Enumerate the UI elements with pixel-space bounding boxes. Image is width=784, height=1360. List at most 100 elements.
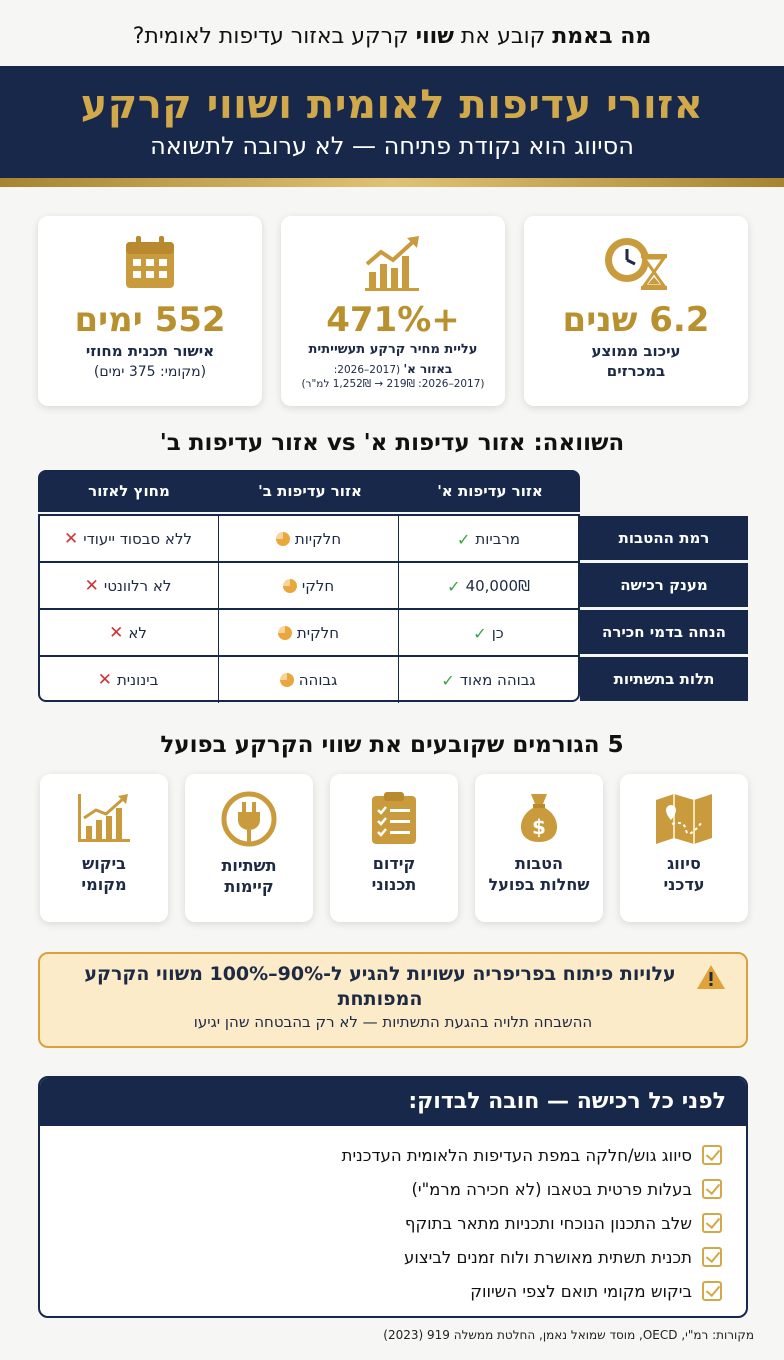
comparison-cell: לא ✕ (38, 610, 218, 656)
x-icon: ✕ (64, 529, 79, 549)
cell-text: מרביות (475, 530, 521, 548)
page-title: אזורי עדיפות לאומית ושווי קרקע (80, 82, 704, 128)
page-subtitle: הסיווג הוא נקודת פתיחה — לא ערובה לתשואה (150, 132, 634, 160)
cell-text: ללא סבסוד ייעודי (83, 530, 193, 548)
comparison-cell: חלקית (218, 610, 398, 656)
comparison-cell: ללא סבסוד ייעודי ✕ (38, 516, 218, 562)
stats-row: 6.2 שנים עיכוב ממוצע במכרזים +471% עליית … (38, 216, 748, 406)
check-icon: ✓ (473, 623, 487, 643)
warning-title: עלויות פיתוח בפריפריה עשויות להגיע ל-90%… (84, 963, 676, 1010)
comparison-cell: מרביות ✓ (398, 516, 578, 562)
factor-label: הטבות שחלות בפועל (488, 854, 590, 894)
checklist-box: לפני כל רכישה — חובה לבדוק: סיווג גוש/חל… (38, 1076, 748, 1318)
checkbox-icon (702, 1213, 722, 1233)
checklist-item: בעלות פרטית בטאבו (לא חכירה מרמ"י) (40, 1172, 722, 1206)
comparison-cell: 40,000₪ ✓ (398, 563, 578, 609)
stat-value: 552 ימים (74, 300, 226, 340)
check-icon: ✓ (456, 529, 471, 549)
map-pin-icon (656, 794, 712, 844)
factor-label: קידום תכנוני (371, 854, 417, 894)
stat-note: באזור א' (2017–2026: (2017–2026: 219₪ → 1… (301, 361, 485, 391)
cell-text: בינונית (116, 671, 159, 689)
check-icon: ✓ (441, 670, 455, 690)
calendar-icon (126, 236, 174, 288)
warning-subtitle: ההשבחה תלויה בהגעת התשתיות — לא רק בהבטח… (193, 1013, 593, 1032)
cell-text: חלקי (301, 577, 335, 595)
money-bag-icon: $ (520, 794, 558, 842)
column-header: אזור עדיפות א' (400, 470, 580, 512)
factors-title: 5 הגורמים שקובעים את שווי הקרקע בפועל (160, 732, 624, 758)
factor-card: קידום תכנוני (330, 774, 458, 922)
partial-circle-icon (277, 626, 292, 640)
hourglass-clock-icon (605, 238, 667, 290)
factor-card: $ הטבות שחלות בפועל (475, 774, 603, 922)
x-icon: ✕ (84, 576, 99, 596)
row-label: תלות בתשתיות (580, 657, 748, 701)
partial-circle-icon (279, 673, 294, 687)
factor-card: תשתיות קיימות (185, 774, 313, 922)
cell-text: חלקית (296, 624, 340, 642)
sources-note: מקורות: רמ"י, OECD, מוסד שמואל נאמן, החל… (383, 1328, 754, 1342)
checkbox-icon (702, 1247, 722, 1267)
factor-label: סיווג עדכני (663, 854, 705, 894)
factor-card: סיווג עדכני (620, 774, 748, 922)
checklist-item: ביקוש מקומי תואם לצפי השיווק (40, 1274, 722, 1308)
power-plug-icon (221, 791, 277, 847)
x-icon: ✕ (97, 670, 112, 690)
checkbox-icon (702, 1281, 722, 1301)
stat-card-price-rise: +471% עליית מחיר קרקע תעשייתית באזור א' … (281, 216, 505, 406)
row-divider (40, 655, 578, 657)
check-icon: ✓ (447, 576, 461, 596)
stat-label: עליית מחיר קרקע תעשייתית (308, 342, 478, 357)
comparison-cell: לא רלוונטי ✕ (38, 563, 218, 609)
stat-card-approval: 552 ימים אישור תכנית מחוזי (מקומי: 375 י… (38, 216, 262, 406)
row-label: רמת ההטבות (580, 516, 748, 560)
factors-row: סיווג עדכני $ הטבות שחלות בפועל קידום תכנונ… (36, 774, 748, 922)
checklist-item: שלב התכנון הנוכחי ותכניות מתאר בתוקף (40, 1206, 722, 1240)
stat-note: (מקומי: 375 ימים) (93, 363, 207, 380)
column-header: מחוץ לאזור (38, 470, 220, 512)
partial-circle-icon (275, 532, 290, 546)
stat-label: אישור תכנית מחוזי (85, 342, 215, 360)
partial-circle-icon (282, 579, 297, 593)
gold-divider (0, 178, 784, 187)
clipboard-checklist-icon (372, 792, 416, 844)
title-banner: אזורי עדיפות לאומית ושווי קרקע הסיווג הו… (0, 66, 784, 178)
cell-text: 40,000₪ (465, 577, 530, 595)
checklist: סיווג גוש/חלקה במפת העדיפות הלאומית העדכ… (40, 1126, 746, 1308)
row-label: מענק רכישה (580, 563, 748, 607)
stat-value: +471% (326, 300, 460, 340)
warning-triangle-icon (697, 965, 725, 989)
checklist-item: סיווג גוש/חלקה במפת העדיפות הלאומית העדכ… (40, 1138, 722, 1172)
checklist-item: תכנית תשתית מאושרת ולוח זמנים לביצוע (40, 1240, 722, 1274)
checklist-title: לפני כל רכישה — חובה לבדוק: (40, 1078, 746, 1126)
cell-text: גבוהה (298, 671, 338, 689)
cell-text: גבוהה מאוד (459, 671, 536, 689)
comparison-cell: בינונית ✕ (38, 657, 218, 703)
comparison-cell: חלקיות (218, 516, 398, 562)
column-header: אזור עדיפות ב' (220, 470, 400, 512)
comparison-title: השוואה: אזור עדיפות א' vs אזור עדיפות ב' (159, 430, 625, 456)
stat-value: 6.2 שנים (562, 300, 710, 340)
checkbox-icon (702, 1145, 722, 1165)
cell-text: חלקיות (294, 530, 342, 548)
row-divider (40, 561, 578, 563)
stat-label: עיכוב ממוצע במכרזים (591, 342, 681, 380)
svg-text:$: $ (532, 815, 546, 839)
checkbox-icon (702, 1179, 722, 1199)
comparison-cell: חלקי (218, 563, 398, 609)
factor-card: ביקוש מקומי (40, 774, 168, 922)
stat-card-delay: 6.2 שנים עיכוב ממוצע במכרזים (524, 216, 748, 406)
row-divider (40, 608, 578, 610)
row-label: הנחה בדמי חכירה (580, 610, 748, 654)
cell-text: כן (491, 624, 504, 642)
chart-rising-arrow-icon (365, 236, 419, 291)
comparison-grid: מרביות ✓ חלקיות ללא סבסוד ייעודי ✕ 40,000₪ ✓ חל… (38, 514, 580, 703)
growth-chart-icon (78, 794, 130, 842)
factor-label: ביקוש מקומי (81, 854, 127, 894)
comparison-cell: גבוהה (218, 657, 398, 703)
top-question: מה באמת קובע את שווי קרקע באזור עדיפות ל… (132, 24, 652, 49)
comparison-cell: כן ✓ (398, 610, 578, 656)
x-icon: ✕ (109, 623, 124, 643)
comparison-cell: גבוהה מאוד ✓ (398, 657, 578, 703)
